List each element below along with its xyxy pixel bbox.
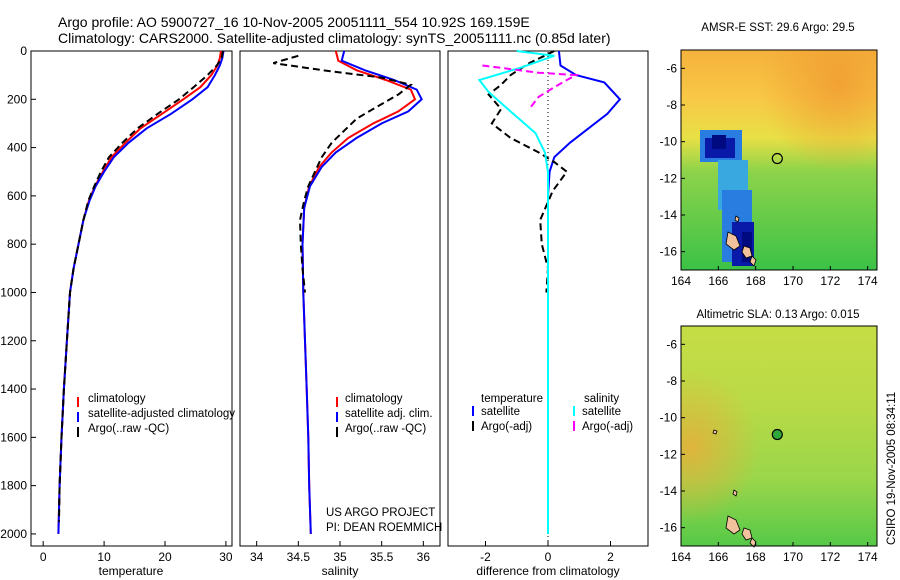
legend-salinity-header: salinity bbox=[584, 393, 619, 405]
y-tick-label: 0 bbox=[20, 44, 27, 58]
x-tick-label: 2 bbox=[607, 550, 614, 564]
sla-map-panel: Altimetric SLA: 0.13 Argo: 0.015 -6 -8 -10… bbox=[660, 309, 878, 564]
figure-title-line2: Climatology: CARS2000. Satellite-adjuste… bbox=[58, 30, 611, 46]
x-tick-label: 174 bbox=[858, 274, 878, 288]
legend-climatology: climatology bbox=[345, 393, 403, 405]
x-tick-label: 35 bbox=[333, 550, 347, 564]
temperature-axis-label: temperature bbox=[99, 564, 164, 578]
temperature-panel: 0 200 400 600 800 1000 1200 1400 1600 1800 2000 0 10… bbox=[0, 44, 235, 578]
x-tick-label: 164 bbox=[671, 550, 691, 564]
sst-map-title: AMSR-E SST: 29.6 Argo: 29.5 bbox=[701, 22, 854, 34]
legend-argo: Argo(..raw -QC) bbox=[345, 423, 426, 435]
side-timestamp: CSIRO 19-Nov-2005 08:34:11 bbox=[886, 392, 898, 545]
x-tick-label: 34 bbox=[250, 550, 264, 564]
y-tick-label: -6 bbox=[666, 337, 677, 351]
x-tick-label: 0 bbox=[545, 550, 552, 564]
x-tick-label: 34.5 bbox=[287, 550, 311, 564]
sla-map-title: Altimetric SLA: 0.13 Argo: 0.015 bbox=[696, 309, 859, 321]
legend-satellite-adjusted: satellite-adjusted climatology bbox=[88, 408, 235, 420]
series-argo bbox=[273, 54, 414, 293]
y-tick-label: 1800 bbox=[0, 479, 27, 493]
x-tick-label: 170 bbox=[783, 274, 803, 288]
sst-map-panel: AMSR-E SST: 29.6 Argo: 29.5 -6 -8 -10 -12 -1… bbox=[660, 22, 878, 288]
x-tick-label: 174 bbox=[858, 550, 878, 564]
salinity-panel: 34 34.5 35 35.5 36 salinity climatology sate… bbox=[239, 50, 442, 578]
difference-axis-label: difference from climatology bbox=[476, 564, 619, 578]
series-sat_s bbox=[477, 50, 555, 534]
sst-islands bbox=[725, 215, 757, 267]
legend-sat-salinity: satellite bbox=[582, 406, 621, 418]
credit-line1: US ARGO PROJECT bbox=[326, 507, 435, 519]
series-argo_s bbox=[482, 64, 580, 110]
x-tick-label: 168 bbox=[746, 274, 766, 288]
y-tick-label: -12 bbox=[660, 171, 678, 185]
series-argo bbox=[58, 50, 224, 522]
x-tick-label: 168 bbox=[746, 550, 766, 564]
x-tick-label: 10 bbox=[97, 550, 111, 564]
y-tick-label: -14 bbox=[660, 208, 678, 222]
x-tick-label: 166 bbox=[708, 550, 728, 564]
y-tick-label: 600 bbox=[7, 189, 27, 203]
y-tick-label: 200 bbox=[7, 92, 27, 106]
y-tick-label: 1200 bbox=[0, 334, 27, 348]
y-tick-label: 1600 bbox=[0, 430, 27, 444]
y-tick-label: -8 bbox=[666, 374, 677, 388]
x-tick-label: 172 bbox=[820, 550, 840, 564]
legend-satellite: satellite adj. clim. bbox=[345, 408, 433, 420]
y-tick-label: -16 bbox=[660, 521, 678, 535]
difference-legend: temperature salinity satellite Argo(-adj… bbox=[472, 393, 633, 433]
x-tick-label: 172 bbox=[820, 274, 840, 288]
y-tick-label: -8 bbox=[666, 98, 677, 112]
legend-argo-temperature: Argo(-adj) bbox=[481, 421, 532, 433]
y-tick-label: 1400 bbox=[0, 382, 27, 396]
figure-title-line1: Argo profile: AO 5900727_16 10-Nov-2005 … bbox=[58, 14, 530, 30]
difference-panel: -2 0 2 difference from climatology tempera… bbox=[447, 50, 649, 578]
series-satellite bbox=[57, 50, 225, 534]
legend-sat-temperature: satellite bbox=[481, 406, 520, 418]
y-tick-label: 1000 bbox=[0, 285, 27, 299]
x-tick-label: 0 bbox=[40, 550, 47, 564]
y-tick-label: -14 bbox=[660, 484, 678, 498]
legend-argo-salinity: Argo(-adj) bbox=[582, 421, 633, 433]
x-tick-label: 20 bbox=[158, 550, 172, 564]
y-tick-label: -10 bbox=[660, 135, 678, 149]
x-tick-label: 35.5 bbox=[370, 550, 394, 564]
y-tick-label: 2000 bbox=[0, 527, 27, 541]
x-tick-label: 30 bbox=[219, 550, 233, 564]
sla-argo-marker bbox=[771, 428, 783, 441]
legend-argo: Argo(..raw -QC) bbox=[88, 423, 169, 435]
salinity-legend: climatology satellite adj. clim. Argo(..… bbox=[336, 393, 433, 437]
y-tick-label: 400 bbox=[7, 141, 27, 155]
y-tick-label: -10 bbox=[660, 411, 678, 425]
x-tick-label: -2 bbox=[480, 550, 491, 564]
x-tick-label: 164 bbox=[671, 274, 691, 288]
salinity-axis-label: salinity bbox=[322, 564, 359, 578]
x-tick-label: 36 bbox=[417, 550, 431, 564]
y-tick-label: -16 bbox=[660, 245, 678, 259]
y-tick-label: 800 bbox=[7, 237, 27, 251]
y-tick-label: -6 bbox=[666, 61, 677, 75]
series-satellite bbox=[301, 50, 423, 534]
y-tick-label: -12 bbox=[660, 447, 678, 461]
x-tick-label: 166 bbox=[708, 274, 728, 288]
sla-islands bbox=[712, 429, 757, 548]
legend-temperature-header: temperature bbox=[481, 393, 543, 405]
credit-line2: PI: DEAN ROEMMICH bbox=[326, 522, 442, 534]
series-argo_t bbox=[487, 50, 569, 293]
temperature-legend: climatology satellite-adjusted climatolo… bbox=[77, 393, 235, 437]
x-tick-label: 170 bbox=[783, 550, 803, 564]
sst-argo-marker bbox=[771, 152, 783, 165]
legend-climatology: climatology bbox=[88, 393, 146, 405]
